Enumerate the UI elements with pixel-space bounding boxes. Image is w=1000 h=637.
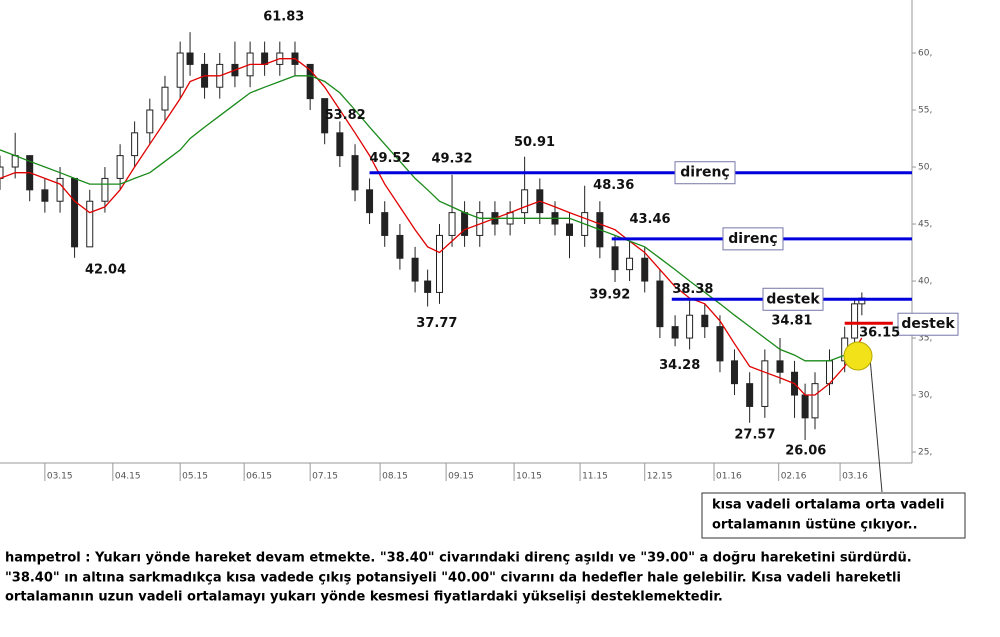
- price-annotation: 49.32: [431, 151, 472, 166]
- level-label-box: [897, 312, 959, 336]
- price-annotation: 61.83: [263, 10, 304, 25]
- candle-body: [351, 155, 359, 191]
- candle-body: [321, 98, 329, 134]
- price-annotation: 34.81: [771, 314, 812, 329]
- candle-body: [686, 314, 694, 339]
- moving-average: [0, 75, 863, 362]
- y-tick-label: 60,: [918, 49, 932, 59]
- price-annotation: 50.91: [514, 135, 555, 150]
- candle-body: [161, 86, 169, 111]
- candle-body: [11, 155, 19, 168]
- candle-body: [186, 52, 194, 65]
- candle-body: [56, 177, 64, 202]
- x-tick-label: 04.15: [115, 472, 141, 482]
- y-tick-label: 55,: [918, 106, 932, 116]
- candle-body: [396, 234, 404, 259]
- price-annotation: 27.57: [734, 427, 775, 442]
- candle-body: [448, 212, 456, 236]
- candle-body: [611, 246, 619, 271]
- candle-body: [776, 360, 784, 373]
- callout-text: kısa vadeli ortalama orta vadeli: [712, 498, 944, 513]
- x-tick-label: 12.15: [647, 472, 673, 482]
- highlight: [843, 341, 873, 371]
- candle-body: [86, 200, 94, 248]
- callout-text: ortalamanın üstüne çıkıyor..: [712, 518, 918, 533]
- x-tick-label: 06.15: [246, 472, 272, 482]
- candle-body: [41, 189, 49, 202]
- candle-body: [336, 132, 344, 157]
- candle-body: [411, 257, 419, 282]
- level-label-box: [762, 287, 824, 311]
- candle-body: [176, 52, 184, 88]
- x-tick-label: 09.15: [448, 472, 474, 482]
- candle-body: [626, 257, 634, 271]
- price-annotation: 39.92: [589, 287, 630, 302]
- y-tick-label: 25,: [918, 448, 932, 458]
- candle-body: [716, 326, 724, 362]
- candle-body: [0, 166, 4, 179]
- x-tick-label: 05.15: [182, 472, 208, 482]
- commentary: hampetrol : Yukarı yönde hareket devam e…: [5, 551, 912, 566]
- candle-body: [730, 360, 738, 385]
- candle-body: [521, 189, 529, 214]
- x-tick-label: 02.16: [781, 472, 807, 482]
- candle-body: [811, 383, 819, 419]
- x-tick-label: 03.16: [842, 472, 868, 482]
- level-label: direnç: [680, 165, 730, 181]
- x-tick-label: 01.16: [716, 472, 742, 482]
- candle-body: [851, 303, 859, 339]
- candle-body: [566, 223, 574, 236]
- candle-body: [366, 189, 374, 214]
- moving-average: [0, 58, 863, 396]
- level-label-box: [722, 227, 784, 251]
- x-tick-label: 11.15: [582, 472, 608, 482]
- price-annotation: 37.77: [416, 316, 457, 331]
- level-label-box: [674, 161, 736, 185]
- candle-body: [701, 314, 709, 328]
- price-annotation: 49.52: [369, 151, 410, 166]
- x-tick-label: 10.15: [516, 472, 542, 482]
- y-tick-label: 35,: [918, 334, 932, 344]
- candle-body: [641, 257, 649, 282]
- price-annotation: 48.36: [593, 178, 634, 193]
- candle-body: [71, 177, 79, 248]
- level-label: destek: [901, 316, 955, 332]
- level-label: destek: [766, 291, 820, 307]
- x-tick-label: 07.15: [312, 472, 338, 482]
- candle-body: [424, 280, 432, 293]
- callout-pointer: [869, 357, 883, 493]
- candle-body: [671, 326, 679, 339]
- price-annotation: 34.28: [659, 358, 700, 373]
- y-tick-label: 45,: [918, 220, 932, 230]
- candle-body: [116, 155, 124, 179]
- commentary: "38.40" ın altına sarkmadıkça kısa vaded…: [5, 571, 901, 586]
- price-annotation: 26.06: [785, 443, 826, 458]
- candle-body: [261, 52, 269, 65]
- x-tick-label: 08.15: [382, 472, 408, 482]
- candle-body: [381, 212, 389, 236]
- y-tick-label: 50,: [918, 163, 932, 173]
- commentary: ortalamanın uzun vadeli ortalamayı yukar…: [5, 590, 723, 605]
- candle-body: [801, 394, 809, 419]
- x-tick-label: 03.15: [47, 472, 73, 482]
- candle-body: [656, 280, 664, 328]
- y-tick-label: 40,: [918, 277, 932, 287]
- candle-body: [746, 383, 754, 407]
- price-annotation: 53.82: [325, 108, 366, 123]
- callout-box: [701, 492, 966, 539]
- candle-body: [131, 132, 139, 157]
- candle-body: [761, 360, 769, 407]
- candle-body: [436, 234, 444, 293]
- candle-body: [146, 109, 154, 134]
- level-label: direnç: [728, 231, 778, 247]
- candle-body: [826, 360, 834, 385]
- price-annotation: 38.38: [672, 282, 713, 297]
- candle-body: [306, 63, 314, 100]
- price-annotation: 42.04: [85, 262, 126, 277]
- price-annotation: 43.46: [629, 212, 670, 227]
- price-annotation: 36.15: [859, 325, 900, 340]
- y-tick-label: 30,: [918, 391, 932, 401]
- candle-body: [101, 177, 109, 202]
